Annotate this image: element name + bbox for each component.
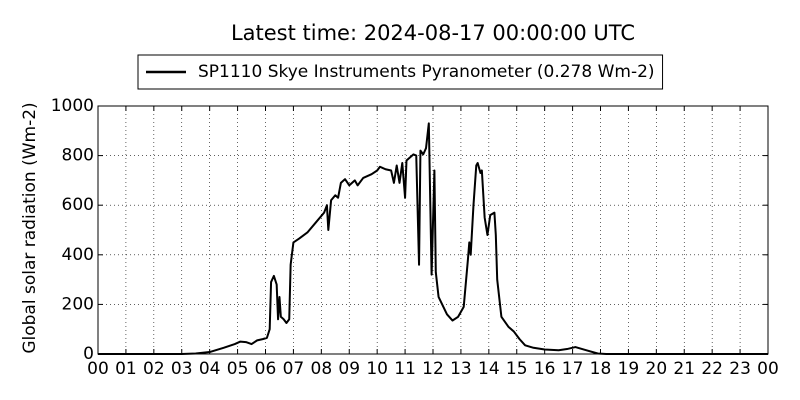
x-tick-label: 13 — [450, 359, 472, 379]
x-tick-label: 01 — [115, 359, 137, 379]
x-tick-label: 07 — [283, 359, 305, 379]
x-tick-label: 11 — [394, 359, 416, 379]
x-tick-label: 04 — [199, 359, 221, 379]
x-tick-label: 12 — [422, 359, 444, 379]
y-tick-label: 600 — [62, 195, 94, 215]
x-tick-label: 03 — [171, 359, 193, 379]
plot-frame — [97, 105, 769, 355]
legend-box — [137, 54, 664, 90]
y-tick-label: 1000 — [51, 96, 94, 116]
x-tick-label: 14 — [478, 359, 500, 379]
x-tick-label: 09 — [338, 359, 360, 379]
legend-label: SP1110 Skye Instruments Pyranometer (0.2… — [198, 62, 655, 82]
y-axis-label: Global solar radiation (Wm-2) — [20, 102, 40, 353]
x-tick-label: 02 — [143, 359, 165, 379]
x-tick-label: 17 — [562, 359, 584, 379]
x-tick-label: 22 — [701, 359, 723, 379]
x-tick-label: 15 — [506, 359, 528, 379]
y-tick-label: 400 — [62, 245, 94, 265]
x-tick-label: 21 — [673, 359, 695, 379]
x-tick-label: 19 — [618, 359, 640, 379]
chart-title: Latest time: 2024-08-17 00:00:00 UTC — [231, 21, 635, 45]
x-tick-label: 08 — [311, 359, 333, 379]
x-tick-label: 10 — [366, 359, 388, 379]
x-tick-label: 16 — [534, 359, 556, 379]
x-tick-label: 00 — [87, 359, 109, 379]
data-line — [98, 122, 768, 355]
x-tick-label: 05 — [227, 359, 249, 379]
x-tick-label: 18 — [590, 359, 612, 379]
y-tick-label: 800 — [62, 146, 94, 166]
x-tick-label: 23 — [729, 359, 751, 379]
y-tick-label: 0 — [83, 344, 94, 364]
x-tick-label: 20 — [646, 359, 668, 379]
x-tick-label: 06 — [255, 359, 277, 379]
y-tick-label: 200 — [62, 294, 94, 314]
x-tick-label: 00 — [757, 359, 779, 379]
